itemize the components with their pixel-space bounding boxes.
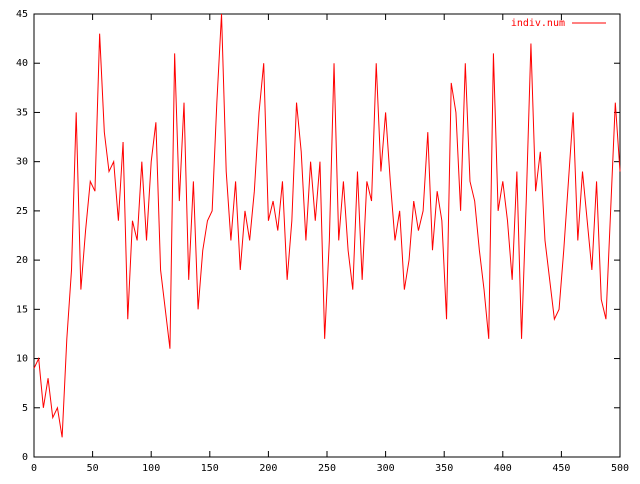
y-tick-label: 45 [16,9,28,20]
x-tick-label: 100 [142,463,160,474]
y-tick-label: 0 [22,452,28,463]
x-tick-label: 400 [494,463,512,474]
y-tick-label: 30 [16,157,28,168]
y-tick-label: 10 [16,354,28,365]
x-tick-label: 150 [201,463,219,474]
x-tick-label: 200 [259,463,277,474]
legend-label: indiv.num [511,18,565,29]
y-tick-label: 5 [22,403,28,414]
x-tick-label: 450 [552,463,570,474]
x-tick-label: 300 [377,463,395,474]
x-tick-label: 50 [87,463,99,474]
y-tick-label: 35 [16,107,28,118]
data-line [33,13,621,438]
y-tick-label: 25 [16,206,28,217]
plot-border [33,13,621,458]
y-tick-label: 15 [16,304,28,315]
x-tick-label: 500 [611,463,629,474]
x-tick-label: 0 [31,463,37,474]
y-tick-label: 40 [16,58,28,69]
y-tick-label: 20 [16,255,28,266]
x-tick-label: 350 [435,463,453,474]
x-tick-label: 250 [318,463,336,474]
